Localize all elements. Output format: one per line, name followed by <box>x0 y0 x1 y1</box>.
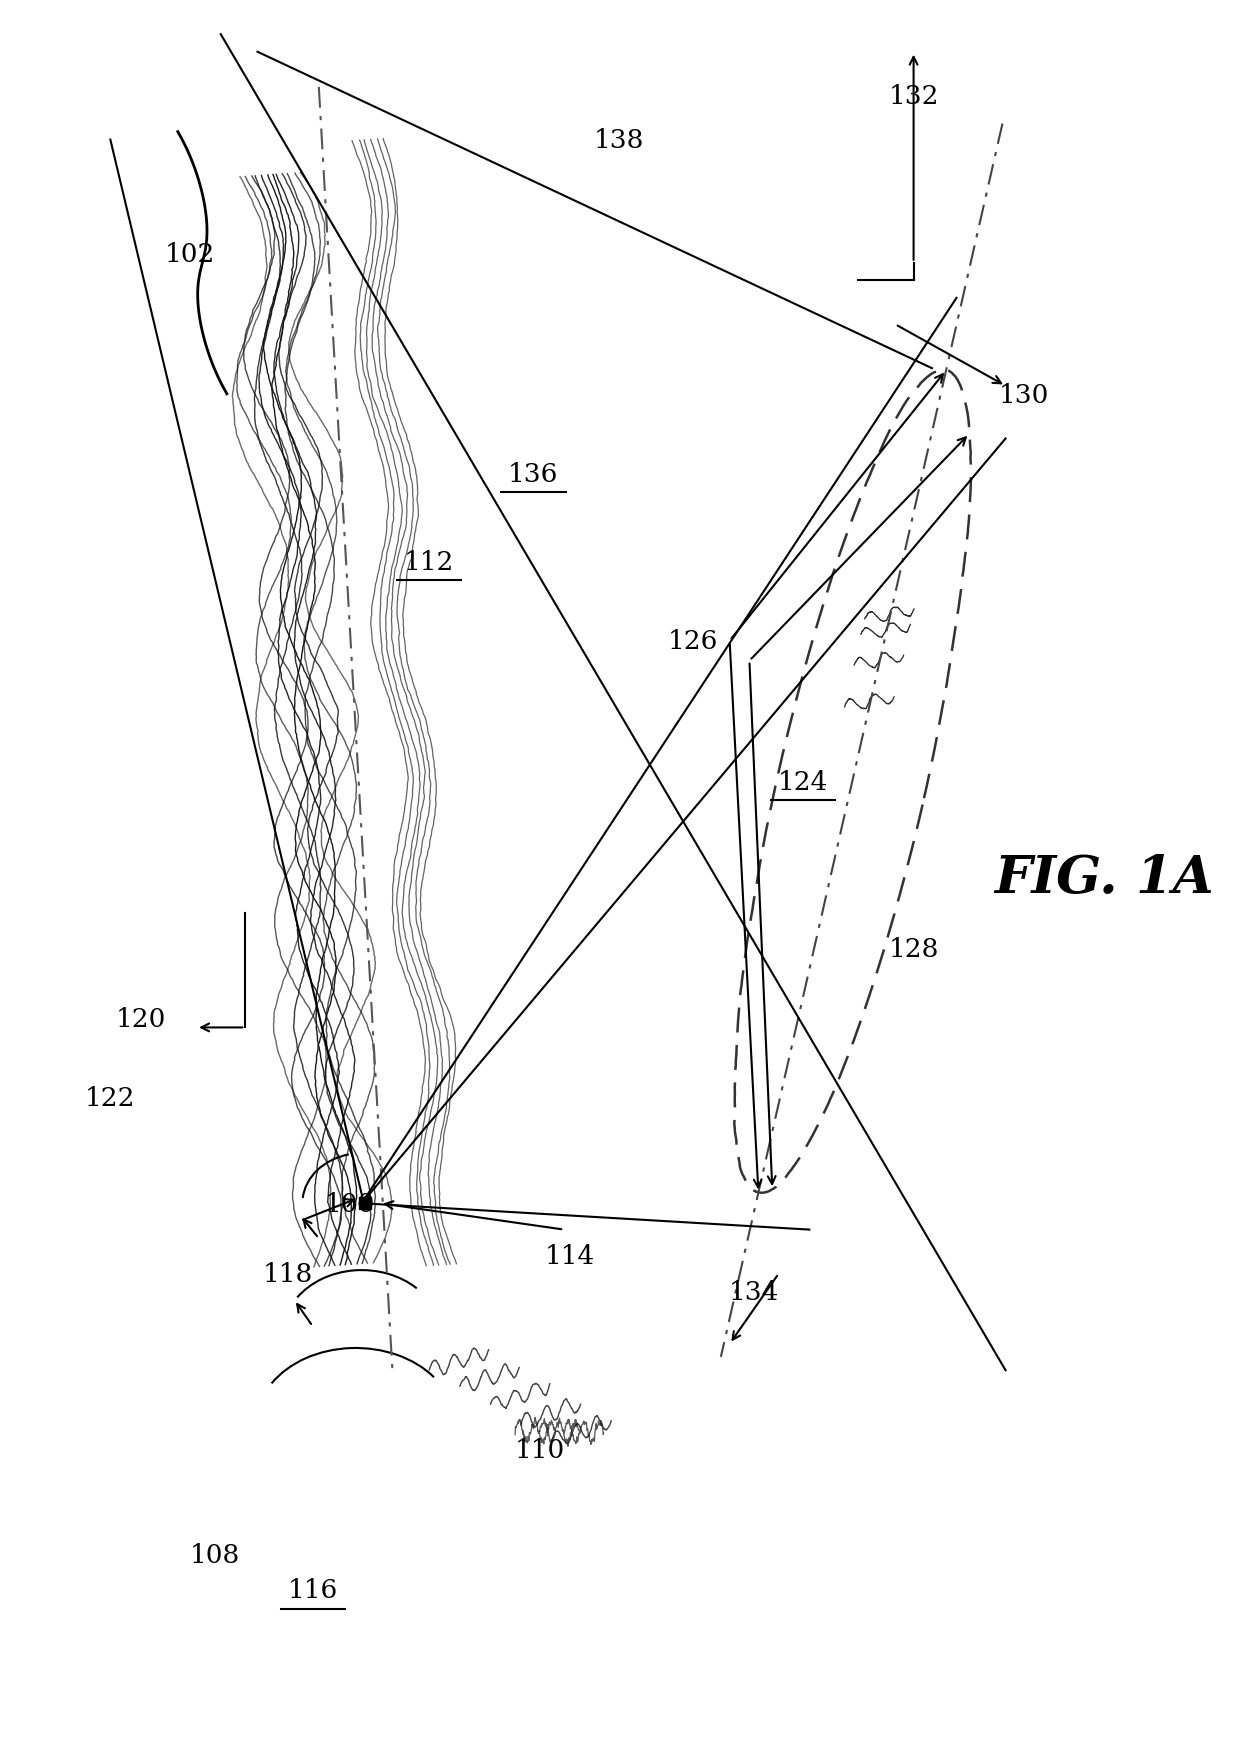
Text: 136: 136 <box>508 462 559 487</box>
Text: 132: 132 <box>888 84 939 109</box>
Text: 114: 114 <box>546 1244 595 1269</box>
Text: 108: 108 <box>190 1543 239 1567</box>
Text: 134: 134 <box>729 1279 780 1304</box>
Text: 102: 102 <box>165 242 216 267</box>
Text: 120: 120 <box>115 1007 166 1031</box>
Text: 130: 130 <box>998 383 1049 408</box>
Text: 128: 128 <box>888 936 939 961</box>
Text: 112: 112 <box>404 550 454 575</box>
Text: 122: 122 <box>86 1086 135 1110</box>
Text: 124: 124 <box>777 770 828 794</box>
Text: 110: 110 <box>515 1437 564 1462</box>
Text: 138: 138 <box>594 128 645 153</box>
Text: FIG. 1A: FIG. 1A <box>993 852 1214 905</box>
Text: 116: 116 <box>288 1578 337 1602</box>
Text: 118: 118 <box>263 1262 314 1286</box>
Text: 100: 100 <box>325 1191 374 1216</box>
Text: 126: 126 <box>667 629 718 654</box>
